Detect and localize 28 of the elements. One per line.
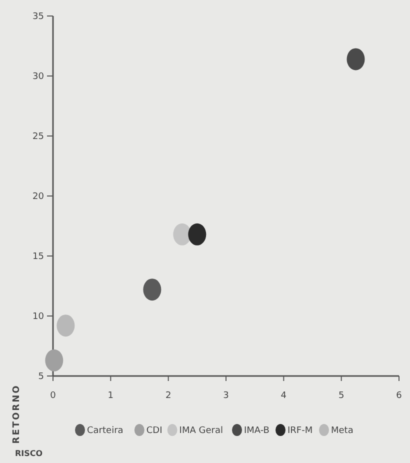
- x-tick-label: 5: [338, 391, 344, 401]
- x-tick-label: 0: [50, 391, 56, 401]
- point: [143, 278, 162, 301]
- legend-label: CDI: [146, 426, 162, 436]
- y-tick-label: 10: [32, 312, 44, 322]
- x-tick-label: 4: [280, 391, 287, 401]
- point: [56, 314, 75, 337]
- y-tick-label: 20: [32, 192, 44, 202]
- text: RISCO: [15, 449, 43, 458]
- x-tick-label: 3: [223, 391, 229, 401]
- point: [173, 223, 192, 246]
- legend-label: IMA-B: [244, 426, 270, 436]
- x-tick-label: 1: [108, 391, 114, 401]
- y-tick-label: 30: [32, 72, 44, 82]
- x-tick-label: 2: [165, 391, 172, 401]
- legend-label: IMA Geral: [179, 426, 223, 436]
- legend-label: Meta: [331, 426, 354, 436]
- y-tick-label: 15: [32, 252, 44, 262]
- point: [346, 48, 365, 70]
- y-tick-label: 35: [32, 12, 44, 22]
- x-tick-label: 6: [396, 391, 402, 401]
- legend-label: IRF-M: [288, 426, 313, 436]
- point: [188, 223, 206, 246]
- y-tick-label: 25: [32, 132, 44, 142]
- y-tick-label: 5: [38, 372, 44, 382]
- y-axis-title: RETORNO: [12, 384, 22, 444]
- legend-label: Carteira: [87, 426, 124, 436]
- point: [45, 349, 64, 372]
